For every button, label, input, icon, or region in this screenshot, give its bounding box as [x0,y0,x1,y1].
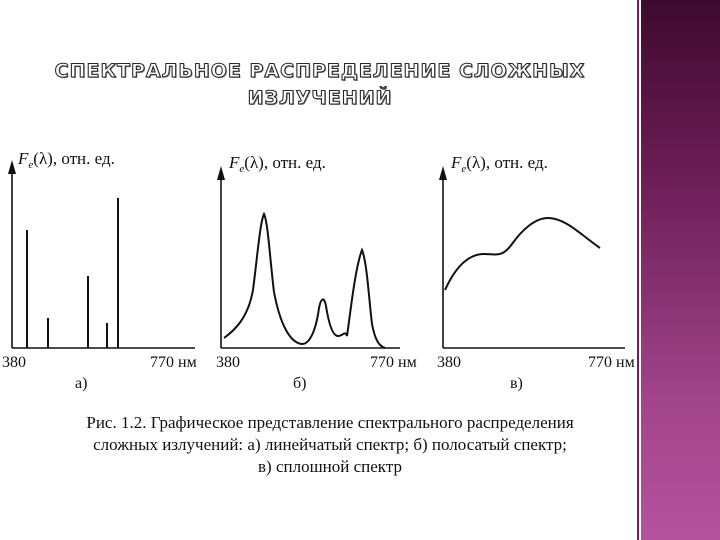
panel-b-y-arrow [217,166,225,180]
panel-b-x-end: 770 нм [370,354,417,371]
panel-c-y-arrow [439,166,447,180]
panel-c-curve [444,216,601,291]
slide-title: СПЕКТРАЛЬНОЕ РАСПРЕДЕЛЕНИЕ СЛОЖНЫХ ИЗЛУЧ… [40,58,600,112]
panel-band-spectrum: Fe(λ), отн. ед. 380 770 нм б) [216,153,417,392]
panel-b-curve [223,211,386,349]
panel-continuous-spectrum: Fe(λ), отн. ед. 380 770 нм в) [437,153,635,392]
panel-line-spectrum: Fe(λ), отн. ед. 380 770 нм а) [2,149,197,392]
side-divider-line [637,0,639,540]
panel-b-letter: б) [293,375,306,392]
panel-b-x-start: 380 [216,354,240,371]
figure-caption: Рис. 1.2. Графическое представление спек… [40,412,620,478]
slide-title-line-1: СПЕКТРАЛЬНОЕ РАСПРЕДЕЛЕНИЕ СЛОЖНЫХ [54,59,586,82]
caption-line-2: сложных излучений: а) линейчатый спектр;… [93,435,567,454]
decorative-side-bar [641,0,720,540]
panel-a-ylabel: Fe(λ), отн. ед. [17,149,115,171]
slide-title-line-2: ИЗЛУЧЕНИЙ [247,86,393,109]
caption-line-3: в) сплошной спектр [258,457,402,476]
panel-c-letter: в) [510,375,523,392]
panel-c-x-start: 380 [437,354,461,371]
spectral-figure: Fe(λ), отн. ед. 380 770 нм а) Fe(λ), отн… [2,149,635,392]
panel-a-letter: а) [75,375,87,392]
panel-c-x-end: 770 нм [588,354,635,371]
caption-line-1: Рис. 1.2. Графическое представление спек… [86,413,574,432]
panel-a-x-start: 380 [2,354,26,371]
panel-a-x-end: 770 нм [150,354,197,371]
panel-c-ylabel: Fe(λ), отн. ед. [450,153,548,175]
panel-a-y-arrow [8,160,16,174]
panel-b-ylabel: Fe(λ), отн. ед. [228,153,326,175]
